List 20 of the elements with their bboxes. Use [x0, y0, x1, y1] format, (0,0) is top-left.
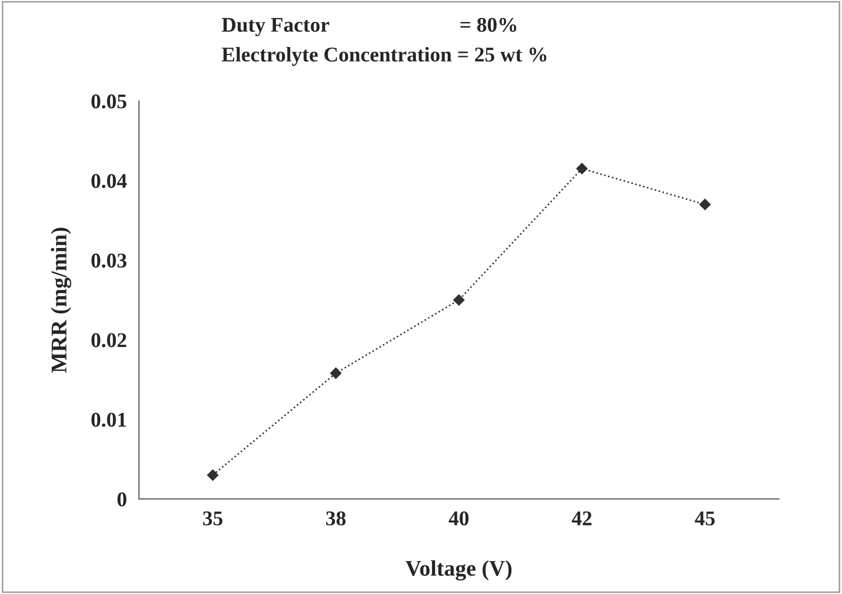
x-tick-label: 42 [572, 511, 592, 526]
point [453, 294, 464, 306]
x-tick-label: 45 [694, 512, 715, 526]
point [576, 163, 588, 174]
y-tick-label: 0.05 [91, 94, 126, 109]
y-tick-label: 0.01 [91, 412, 126, 427]
point [330, 368, 342, 379]
y-tick-label: 0.02 [91, 333, 126, 348]
point [207, 469, 218, 481]
x-tick-label: 35 [203, 511, 222, 526]
y-tick-label: 0.03 [91, 254, 126, 268]
y-tick-label: 0 [118, 492, 126, 506]
point [699, 198, 711, 210]
text: Duty Factor = 80% [222, 18, 516, 36]
x-axis-title: Voltage (V) [406, 560, 512, 581]
y-axis-title: MRR (mg/min) [50, 228, 72, 373]
text: Electrolyte Concentration = 25 wt % [222, 46, 546, 66]
x-tick-label: 38 [326, 511, 346, 526]
x-tick-label: 40 [448, 511, 469, 526]
y-tick-label: 0.04 [91, 174, 127, 188]
